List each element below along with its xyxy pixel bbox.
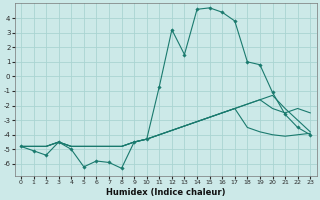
X-axis label: Humidex (Indice chaleur): Humidex (Indice chaleur) — [106, 188, 225, 197]
